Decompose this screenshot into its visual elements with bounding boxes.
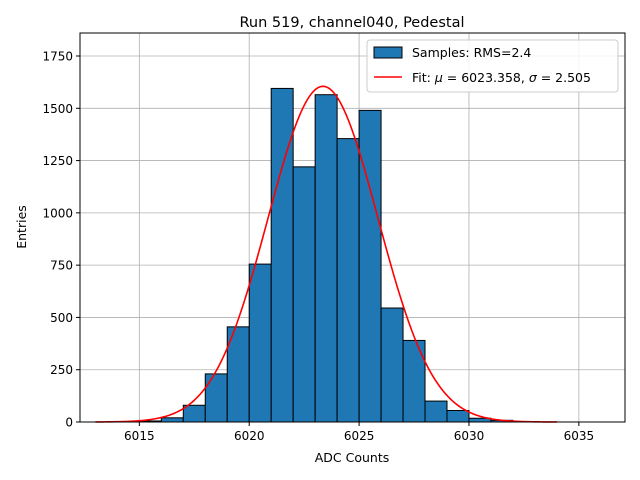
histogram-bar-8 xyxy=(314,94,338,423)
histogram-bar-2 xyxy=(182,404,206,423)
x-tick-label-0: 6015 xyxy=(124,429,155,443)
histogram-bar-12 xyxy=(402,339,426,423)
histogram-bar-13 xyxy=(424,400,448,423)
histogram-bar-5 xyxy=(248,263,272,423)
x-tick-label-3: 6030 xyxy=(454,429,485,443)
legend-fit-mu-symbol: μ xyxy=(434,70,443,85)
histogram-bar-11 xyxy=(380,307,404,423)
legend: Samples: RMS=2.4 Fit: μ = 6023.358, σ = … xyxy=(366,39,619,93)
histogram-bar-14 xyxy=(446,409,470,423)
legend-histogram-label: Samples: RMS=2.4 xyxy=(412,45,531,60)
legend-histogram-swatch xyxy=(373,46,403,59)
legend-fit-mu-value: = 6023.358, xyxy=(443,70,529,85)
histogram-bar-7 xyxy=(292,166,316,423)
y-tick-label-6: 1500 xyxy=(42,102,73,116)
legend-box xyxy=(366,39,619,93)
x-axis-label: ADC Counts xyxy=(315,450,390,465)
y-axis-label: Entries xyxy=(14,205,29,249)
x-tick-label-2: 6025 xyxy=(344,429,375,443)
histogram-bar-3 xyxy=(204,373,228,423)
histogram-bar-1 xyxy=(160,417,184,423)
y-tick-label-0: 0 xyxy=(65,416,73,430)
fit-curve xyxy=(95,85,557,423)
chart-title: Run 519, channel040, Pedestal xyxy=(239,15,464,31)
y-tick-label-5: 1250 xyxy=(42,154,73,168)
y-tick-label-3: 750 xyxy=(50,259,73,273)
y-tick-label-4: 1000 xyxy=(42,206,73,220)
histogram-bar-6 xyxy=(270,87,294,423)
x-tick-label-4: 6035 xyxy=(564,429,595,443)
legend-fit-sigma-symbol: σ xyxy=(529,70,538,85)
legend-fit-sigma-value: = 2.505 xyxy=(537,70,591,85)
legend-fit-text: Fit: xyxy=(412,70,435,85)
y-tick-label-7: 1750 xyxy=(42,50,73,64)
histogram-bars xyxy=(138,87,514,423)
x-axis-ticks: 6015 6020 6025 6030 6035 xyxy=(124,422,594,443)
histogram-bar-9 xyxy=(336,138,360,423)
x-tick-label-1: 6020 xyxy=(234,429,265,443)
plot-frame xyxy=(79,32,626,423)
y-axis-ticks: 0 250 500 750 1000 1250 1500 1750 xyxy=(42,50,80,430)
y-tick-label-2: 500 xyxy=(50,311,73,325)
legend-fit-label: Fit: μ = 6023.358, σ = 2.505 xyxy=(412,70,591,85)
y-tick-label-1: 250 xyxy=(50,363,73,377)
histogram-bar-10 xyxy=(358,109,382,423)
